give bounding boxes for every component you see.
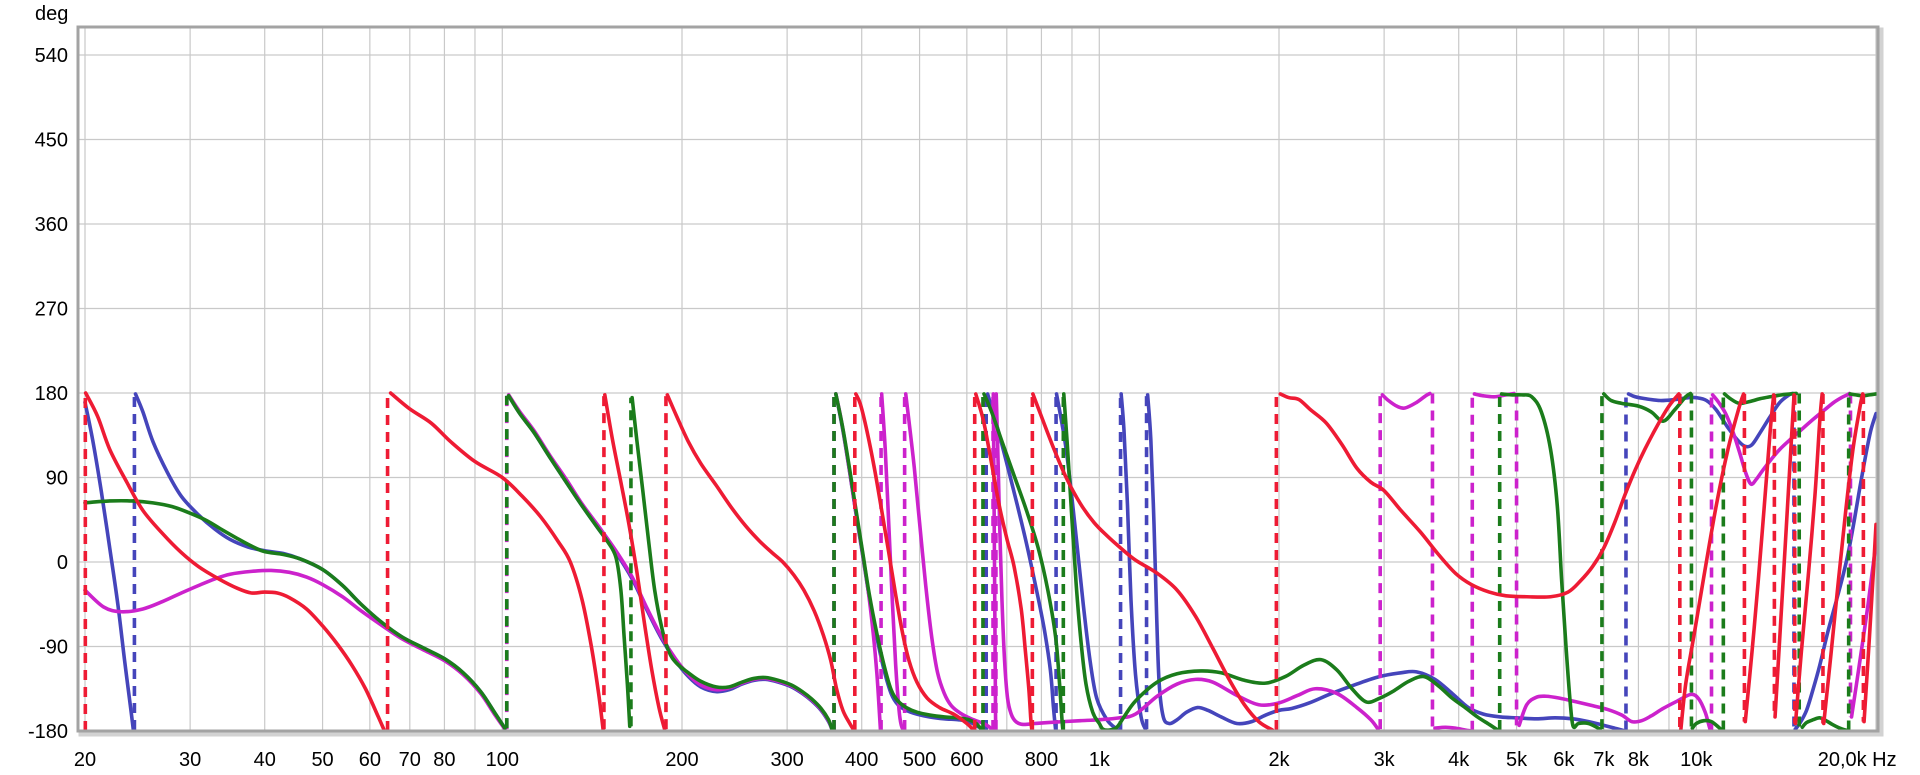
x-tick-label: 4k [1448,749,1470,771]
magenta-trace-segment [879,392,906,731]
green-trace-segment [83,498,507,730]
x-tick-label: 200 [665,749,698,771]
x-tick-label: 20 [74,749,96,771]
y-tick-label: 0 [57,552,68,574]
x-tick-label: 10k [1680,749,1713,771]
y-tick-label: 360 [35,214,68,236]
red-trace-segment [1743,393,1776,724]
red-trace-segment [1031,392,1275,731]
x-tick-label: 80 [433,749,455,771]
blue-trace-segment [1145,393,1626,731]
red-trace-segment [1678,392,1746,731]
x-tick-label: 40 [254,749,276,771]
y-tick-label: 180 [35,383,68,405]
green-trace-segment [1061,392,1500,731]
red-trace-segment [1821,392,1865,726]
green-trace-segment [1722,391,1798,406]
green-trace-segment [1690,718,1724,731]
red-trace [83,391,1878,731]
x-tick-label: 30 [179,749,201,771]
x-tick-label: 2k [1268,749,1290,771]
red-trace-segment [665,393,856,731]
y-tick-label: 90 [46,468,68,490]
green-trace-segment [1499,392,1602,731]
x-tick-label: 60 [359,749,381,771]
green-trace-segment [506,394,632,729]
x-tick-label: 8k [1628,749,1650,771]
y-axis-unit-label: deg [35,3,69,25]
red-trace-segment [83,391,387,731]
red-trace-segment [603,393,667,731]
red-trace-segment [973,392,1034,731]
x-tick-label: 70 [399,749,421,771]
y-tick-label: 540 [35,45,68,67]
red-trace-segment [1862,522,1878,724]
x-tick-label: 20,0k Hz [1818,749,1897,771]
x-tick-label: 6k [1553,749,1575,771]
x-tick-label: 7k [1593,749,1615,771]
y-tick-label: 270 [35,299,68,321]
magenta-trace-segment [1380,391,1432,410]
plot-border [76,25,1880,733]
blue-trace-segment [83,400,136,731]
y-tick-label: -90 [39,637,68,659]
green-trace-segment [1602,391,1693,423]
x-tick-label: 50 [311,749,333,771]
x-tick-label: 3k [1374,749,1396,771]
red-trace-segment [388,391,605,731]
x-tick-label: 400 [845,749,878,771]
y-tick-label: -180 [28,721,68,743]
green-trace-segment [630,395,835,731]
x-tick-label: 300 [770,749,803,771]
red-trace-segment [1773,393,1796,719]
green-trace-segment [982,392,1065,731]
x-tick-label: 600 [950,749,983,771]
red-trace-segment [1278,392,1681,599]
red-trace-segment [1793,392,1824,726]
blue-trace-segment [1119,392,1148,731]
magenta-trace-segment [1517,692,1713,731]
x-tick-label: 100 [486,749,519,771]
magenta-trace-segment [991,392,998,731]
magenta-trace-segment [994,392,1380,731]
x-tick-label: 5k [1506,749,1528,771]
y-tick-label: 450 [35,130,68,152]
red-trace-segment [854,392,976,731]
x-tick-label: 500 [903,749,936,771]
x-tick-label: 1k [1089,749,1111,771]
x-tick-label: 800 [1025,749,1058,771]
plot-background [78,27,1878,731]
